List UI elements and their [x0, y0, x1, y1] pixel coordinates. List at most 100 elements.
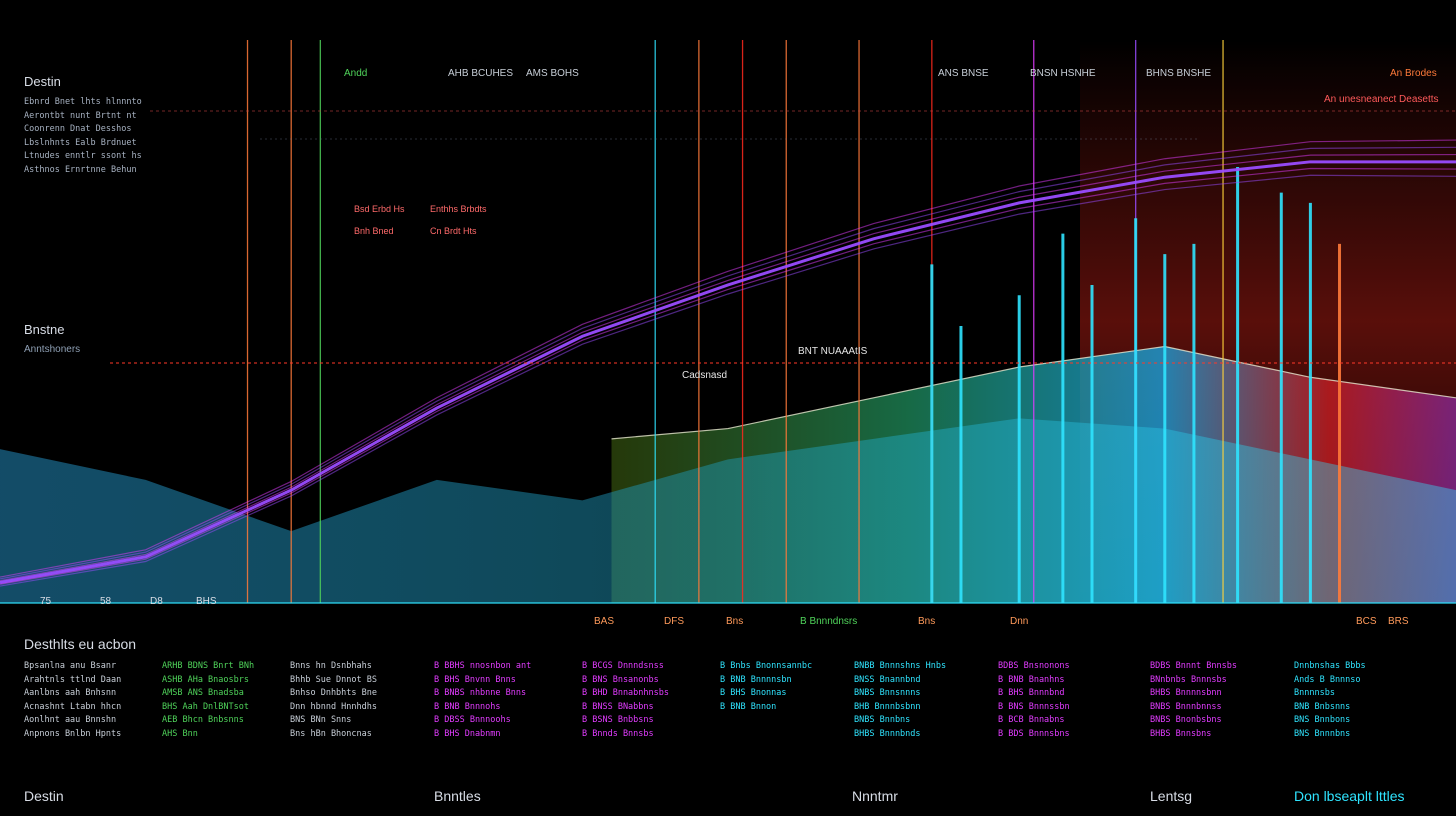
figure-caption: Cn Brdt Hts	[430, 226, 477, 236]
legend-line: BHBS Bnnnnsbnn	[1150, 687, 1237, 701]
legend-line-text: B BNB Bnanhns	[998, 674, 1065, 685]
legend-line-text: B BBHS nnosnbon ant	[434, 661, 532, 671]
legend-block: Dnnbnshas Bbbs Ands B Bnnnso Bnnnnsbs BNB B…	[1294, 660, 1366, 741]
legend-line: BDBS Bnnnt Bnnsbs	[1150, 660, 1237, 674]
left-note-line: Aerontbt nunt Brtnt nt	[24, 110, 137, 121]
legend-block: B BCGS Dnnndsnss B BNS Bnsanonbs B BHD Bnn…	[582, 660, 669, 741]
legend-line-text: Bns hBn Bhoncnas	[290, 728, 372, 739]
legend-line-text: B Bnnds Bnnsbs	[582, 728, 654, 739]
legend-line-text: AEB Bhcn Bnbsnns	[162, 715, 244, 725]
legend-line: BNnbnbs Bnnnsbs	[1150, 674, 1237, 688]
legend-line-text: B BNB Bnnnohs	[434, 701, 501, 712]
legend-line-text: BNS Bnnbons	[1294, 715, 1351, 725]
legend-line: BHBS Bnnnbnds	[854, 728, 946, 742]
x-tick-label: 75	[40, 596, 52, 607]
legend-line: B BNSS BNabbns	[582, 701, 669, 715]
mid-left-title: Bnstne	[24, 322, 65, 337]
figure-caption: Bnh Bned	[354, 226, 394, 236]
legend-line-text: BNBS Bnonbsbns	[1150, 715, 1222, 725]
legend-line: AEB Bhcn Bnbsnns	[162, 714, 254, 728]
legend-block: Bpsanlna anu Bsanr Arahtnls ttlnd Daan Aan…	[24, 660, 121, 741]
legend-line: B BNBS nhbnne Bnns	[434, 687, 531, 701]
legend-line-text: BNBS Bnnnbnnss	[1150, 701, 1222, 712]
legend-line: Ands B Bnnnso	[1294, 674, 1366, 688]
legend-line-text: BNSS Bnannbnd	[854, 674, 921, 685]
legend-line-text: Bnnnnsbs	[1294, 688, 1335, 698]
x-tick-label: B Bnnndnsrs	[800, 616, 858, 627]
legend-line: ARHB BDNS Bnrt BNh	[162, 660, 254, 674]
legend-line-text: Arahtnls ttlnd Daan	[24, 674, 122, 685]
footer-col1: Destin	[24, 788, 64, 804]
legend-line-text: BHBS Bnnnbnds	[854, 728, 921, 739]
legend-line: BNBS Bnonbsbns	[1150, 714, 1237, 728]
legend-line: B BNB Bnanhns	[998, 674, 1070, 688]
legend-line: BNBS Bnnnbnnss	[1150, 701, 1237, 715]
legend-line: B BHS Bnnnbnd	[998, 687, 1070, 701]
legend-line-text: BNBS Bnnbns	[854, 715, 911, 725]
legend-line-text: B BNBS nhbnne Bnns	[434, 688, 527, 698]
legend-line: BHB Bnnnbsbnn	[854, 701, 946, 715]
trend-line	[0, 146, 1456, 580]
legend-line-text: BNS BNn Snns	[290, 715, 352, 725]
top-label: ANS BNSE	[938, 68, 989, 79]
legend-line-text: Bnns hn Dsnbhahs	[290, 661, 372, 671]
legend-line: BNBB Bnnnshns Hnbs	[854, 660, 946, 674]
legend-line: B BNS Bnnnssbn	[998, 701, 1070, 715]
mid-marker: BNT NUAAAtIS	[798, 346, 868, 357]
legend-line-text: B BHS Bnvnn Bnns	[434, 674, 516, 685]
legend-line: BHBS Bnnsbns	[1150, 728, 1237, 742]
x-tick-label: 58	[100, 596, 112, 607]
legend-line-text: Ands B Bnnnso	[1294, 674, 1361, 685]
legend-line: B BBHS nnosnbon ant	[434, 660, 531, 674]
x-tick-label: DFS	[664, 616, 684, 627]
mid-marker-2: Cadsnasd	[682, 370, 728, 381]
left-note-line: Lbslnhnts Ealb Brdnuet	[24, 137, 137, 148]
legend-line-text: B Bnbs Bnonnsannbc	[720, 661, 813, 671]
legend-line-text: Anpnons Bnlbn Hpnts	[24, 728, 122, 739]
x-tick-label: BRS	[1388, 616, 1409, 627]
legend-line: BNBS Bnnbns	[854, 714, 946, 728]
legend-line: Bnns hn Dsnbhahs	[290, 660, 377, 674]
legend-line-text: B BCGS Dnnndsnss	[582, 661, 664, 671]
bottom-left-header: Desthlts eu acbon	[24, 636, 137, 652]
legend-line: Bns hBn Bhoncnas	[290, 728, 377, 742]
legend-line-text: BHBS Bnnsbns	[1150, 728, 1212, 739]
legend-line: B BDS Bnnnsbns	[998, 728, 1070, 742]
legend-line: Acnashnt Ltabn hhcn	[24, 701, 121, 715]
legend-line-text: Dnn hbnnd Hnnhdhs	[290, 701, 377, 712]
trend-line	[0, 160, 1456, 584]
legend-line: AMSB ANS Bnadsba	[162, 687, 254, 701]
legend-line-text: B BSNS Bnbbsns	[582, 715, 654, 725]
legend-line: B Bnbs Bnonnsannbc	[720, 660, 812, 674]
left-note-line: Ltnudes enntlr ssont hs	[24, 151, 142, 161]
legend-line-text: Dnnbnshas Bbbs	[1294, 661, 1366, 671]
figure-caption: Bsd Erbd Hs	[354, 204, 405, 214]
legend-line-text: B DBSS Bnnnoohs	[434, 715, 511, 725]
legend-line-text: B BNB Bnnon	[720, 701, 777, 712]
x-tick-label: Bns	[918, 616, 936, 627]
legend-line-text: AHS Bnn	[162, 728, 198, 739]
legend-line-text: BDBS Bnsnonons	[998, 661, 1070, 671]
left-note-line: Asthnos Ernrtnne Behun	[24, 164, 137, 175]
legend-line-text: Acnashnt Ltabn hhcn	[24, 701, 122, 712]
legend-line-text: BNS Bnnnbns	[1294, 728, 1351, 739]
trend-line	[0, 139, 1456, 578]
legend-line: Dnn hbnnd Hnnhdhs	[290, 701, 377, 715]
legend-line: Dnnbnshas Bbbs	[1294, 660, 1366, 674]
top-label: BHNS BNSHE	[1146, 68, 1212, 79]
legend-block: BDBS Bnsnonons B BNB Bnanhns B BHS Bnnnbnd…	[998, 660, 1070, 741]
trend-line	[0, 174, 1456, 587]
legend-line-text: BDBS Bnnnt Bnnsbs	[1150, 661, 1237, 671]
legend-line: Arahtnls ttlnd Daan	[24, 674, 121, 688]
trend-line	[0, 167, 1456, 585]
x-tick-label: BAS	[594, 616, 615, 627]
top-label: An Brodes	[1390, 68, 1437, 79]
legend-block: BDBS Bnnnt Bnnsbs BNnbnbs Bnnnsbs BHBS Bnn…	[1150, 660, 1237, 741]
left-note-line: Coonrenn Dnat Desshos	[24, 124, 132, 134]
x-tick-label: Dnn	[1010, 616, 1029, 627]
left-note-line: Ebnrd Bnet lhts hlnnnto	[24, 97, 142, 107]
legend-line: B BHS Bnonnas	[720, 687, 812, 701]
top-label: BNSN HSNHE	[1030, 68, 1096, 79]
x-tick-label: BCS	[1356, 616, 1377, 627]
